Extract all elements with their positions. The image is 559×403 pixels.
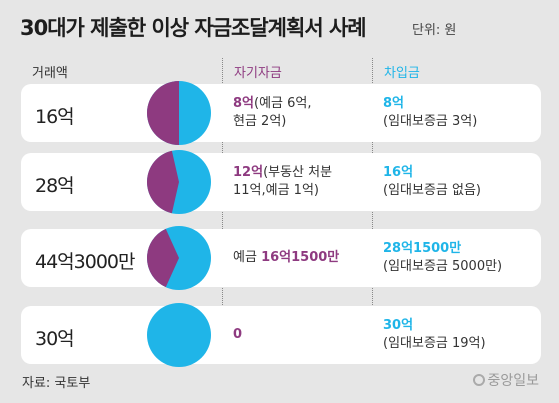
own-funds-cell: 12억(부동산 처분 11억,예금 1억) — [233, 164, 332, 200]
own-funds-cell: 0 — [233, 326, 242, 344]
own-funds-line1: 0 — [233, 326, 242, 344]
brand-name: 중앙일보 — [487, 373, 539, 389]
transaction-amount: 44억3000만 — [35, 251, 135, 273]
transaction-amount: 28억 — [35, 175, 75, 197]
loan-value: 28억1500만 — [383, 241, 462, 256]
transaction-amount: 30억 — [35, 328, 75, 350]
loan-detail: (임대보증금 5000만) — [383, 259, 503, 274]
loan-cell: 16억 (임대보증금 없음) — [383, 164, 481, 200]
funding-pie-chart — [147, 226, 211, 290]
case-row: 28억 12억(부동산 처분 11억,예금 1억) 16억 (임대보증금 없음) — [21, 150, 541, 214]
unit-label: 단위: 원 — [412, 23, 457, 38]
case-row: 16억 8억(예금 6억, 현금 2억) 8억 (임대보증금 3억) — [21, 81, 541, 145]
own-funds-line1: 12억(부동산 처분 — [233, 164, 332, 182]
own-funds-prefix: 예금 — [233, 250, 262, 265]
loan-detail: (임대보증금 19억) — [383, 336, 486, 351]
funding-pie-chart — [147, 81, 211, 145]
loan-cell: 28억1500만 (임대보증금 5000만) — [383, 240, 502, 276]
pie-slice-loan — [147, 303, 211, 367]
brand-logo-icon — [473, 374, 486, 386]
loan-detail: (임대보증금 3억) — [383, 114, 478, 129]
own-funds-line1: 예금 16억1500만 — [233, 249, 339, 267]
pie-slice-own-funds — [147, 228, 179, 288]
loan-cell: 8억 (임대보증금 3억) — [383, 95, 477, 131]
source-note: 자료: 국토부 — [22, 376, 91, 391]
own-funds-value: 12억 — [233, 165, 264, 180]
own-funds-line2: 현금 2억) — [233, 114, 287, 129]
own-funds-line1: 8억(예금 6억, — [233, 95, 312, 113]
own-funds-value: 0 — [233, 327, 243, 342]
page-title: 30대가 제출한 이상 자금조달계획서 사례 — [20, 16, 367, 40]
column-header-amount: 거래액 — [32, 66, 68, 81]
funding-pie-chart — [147, 303, 211, 367]
pie-slice-own-funds — [147, 150, 179, 214]
column-header-loan: 차입금 — [384, 66, 420, 81]
loan-value: 16억 — [383, 165, 414, 180]
loan-detail: (임대보증금 없음) — [383, 183, 481, 198]
own-funds-detail: (부동산 처분 — [263, 165, 333, 180]
own-funds-cell: 예금 16억1500만 — [233, 249, 339, 267]
own-funds-line2: 11억,예금 1억) — [233, 183, 319, 198]
column-header-own-funds: 자기자금 — [234, 66, 282, 81]
own-funds-cell: 8억(예금 6억, 현금 2억) — [233, 95, 312, 131]
own-funds-detail: (예금 6억, — [254, 96, 312, 111]
own-funds-value: 8억 — [233, 96, 255, 111]
transaction-amount: 16억 — [35, 106, 75, 128]
loan-value: 8억 — [383, 96, 405, 111]
case-row: 44억3000만 예금 16억1500만 28억1500만 (임대보증금 5000만) — [21, 226, 541, 290]
own-funds-value: 16억1500만 — [261, 250, 340, 265]
publisher-brand: 중앙일보 — [473, 370, 539, 390]
funding-pie-chart — [147, 150, 211, 214]
case-row: 30억 0 30억 (임대보증금 19억) — [21, 303, 541, 367]
loan-cell: 30억 (임대보증금 19억) — [383, 317, 486, 353]
loan-value: 30억 — [383, 318, 414, 333]
pie-slice-own-funds — [147, 81, 179, 145]
